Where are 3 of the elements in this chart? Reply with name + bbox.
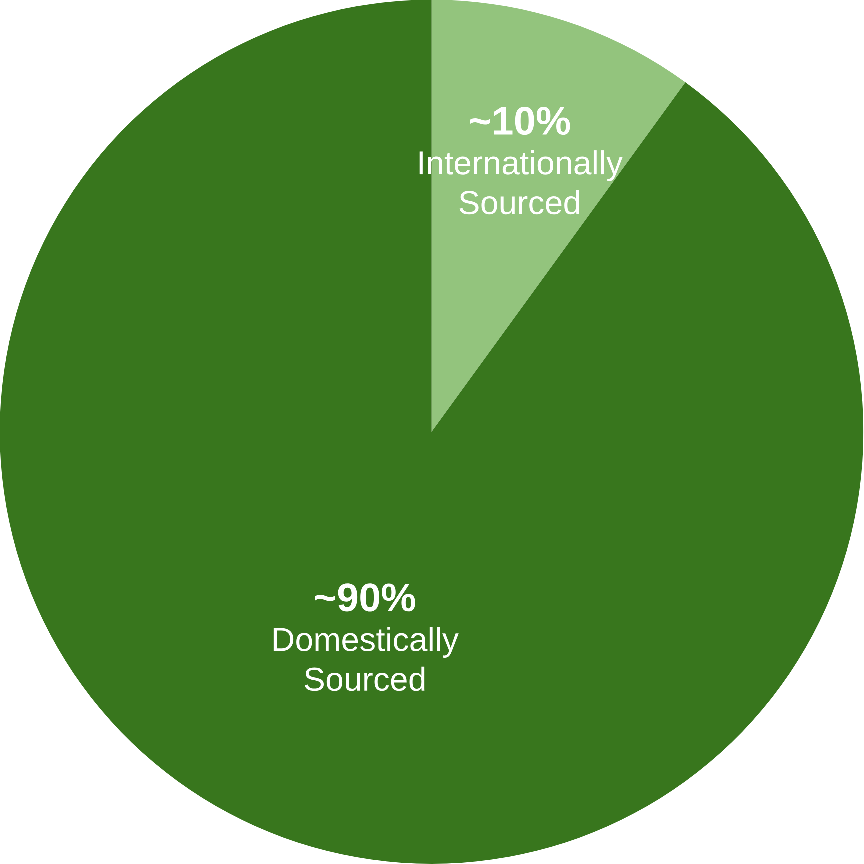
data-label: ~10% — [470, 107, 570, 136]
data-label: ~90% — [315, 584, 416, 612]
slice-label: Domestically Sourced — [274, 627, 460, 692]
